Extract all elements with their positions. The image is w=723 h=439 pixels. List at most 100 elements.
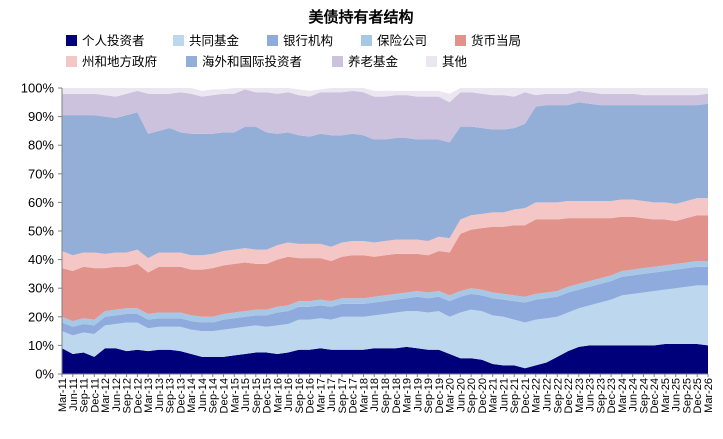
x-tick-label: Sep-13 — [165, 378, 177, 413]
legend-label: 州和地方政府 — [82, 54, 157, 69]
x-tick-label: Mar-22 — [531, 378, 543, 413]
x-tick-label: Sep-17 — [337, 378, 349, 413]
axes: 0%10%20%30%40%50%60%70%80%90%100%Mar-11J… — [21, 81, 715, 414]
area-series — [62, 285, 708, 369]
y-tick-label: 60% — [28, 195, 54, 210]
x-tick-label: Dec-18 — [391, 378, 403, 413]
x-tick-label: Sep-11 — [79, 378, 91, 413]
y-tick-label: 0% — [35, 367, 54, 382]
x-tick-label: Jun-14 — [197, 378, 209, 412]
x-tick-label: Sep-15 — [251, 378, 263, 413]
area-series — [62, 215, 708, 322]
y-tick-label: 100% — [21, 81, 55, 96]
series-areas — [62, 88, 708, 374]
legend-swatch — [426, 56, 437, 67]
x-tick-label: Dec-19 — [434, 378, 446, 413]
legend-label: 其他 — [442, 54, 468, 69]
x-tick-label: Jun-13 — [154, 378, 166, 412]
legend-label: 共同基金 — [189, 33, 240, 48]
x-tick-label: Dec-14 — [219, 378, 231, 413]
legend-label: 银行机构 — [283, 33, 333, 48]
x-tick-label: Dec-20 — [477, 378, 489, 413]
x-tick-label: Mar-21 — [488, 378, 500, 413]
x-tick-label: Mar-26 — [703, 378, 715, 413]
legend-swatch — [332, 56, 343, 67]
x-tick-label: Jun-17 — [326, 378, 338, 412]
x-tick-label: Mar-25 — [660, 378, 672, 413]
x-tick-label: Mar-13 — [143, 378, 155, 413]
legend-label: 海外和国际投资者 — [202, 54, 302, 69]
y-tick-label: 10% — [28, 338, 54, 353]
x-tick-label: Mar-24 — [617, 378, 629, 413]
x-tick-label: Sep-21 — [509, 378, 521, 413]
x-tick-label: Dec-22 — [563, 378, 575, 413]
x-tick-label: Mar-12 — [100, 378, 112, 413]
y-tick-label: 40% — [28, 252, 54, 267]
x-tick-label: Dec-23 — [606, 378, 618, 413]
y-tick-label: 90% — [28, 109, 54, 124]
x-tick-label: Mar-17 — [315, 378, 327, 413]
x-tick-label: Sep-22 — [552, 378, 564, 413]
legend-swatch — [267, 35, 278, 46]
x-tick-label: Sep-12 — [122, 378, 134, 413]
y-tick-label: 80% — [28, 138, 54, 153]
area-series — [62, 89, 708, 143]
x-tick-label: Mar-16 — [272, 378, 284, 413]
x-tick-label: Jun-23 — [585, 378, 597, 412]
x-tick-label: Jun-22 — [542, 378, 554, 412]
x-tick-label: Sep-20 — [466, 378, 478, 413]
x-tick-label: Sep-14 — [208, 378, 220, 413]
x-tick-label: Jun-15 — [240, 378, 252, 412]
x-tick-label: Jun-24 — [628, 378, 640, 412]
chart-title: 美债持有者结构 — [308, 8, 413, 26]
x-tick-label: Jun-18 — [369, 378, 381, 412]
x-tick-label: Jun-20 — [455, 378, 467, 412]
legend-label: 保险公司 — [377, 33, 427, 48]
y-tick-label: 30% — [28, 281, 54, 296]
y-tick-label: 70% — [28, 166, 54, 181]
x-tick-label: Dec-21 — [520, 378, 532, 413]
area-series — [62, 198, 708, 273]
x-tick-label: Sep-16 — [294, 378, 306, 413]
x-tick-label: Dec-16 — [305, 378, 317, 413]
x-tick-label: Jun-16 — [283, 378, 295, 412]
area-series — [62, 88, 708, 103]
x-tick-label: Dec-17 — [348, 378, 360, 413]
legend-label: 养老基金 — [348, 54, 399, 69]
x-tick-label: Mar-18 — [358, 378, 370, 413]
x-tick-label: Sep-23 — [595, 378, 607, 413]
x-tick-label: Jun-12 — [111, 378, 123, 412]
x-tick-label: Jun-21 — [498, 378, 510, 412]
legend-label: 个人投资者 — [82, 33, 145, 48]
x-tick-label: Jun-19 — [412, 378, 424, 412]
x-tick-label: Dec-13 — [175, 378, 187, 413]
x-tick-label: Mar-19 — [402, 378, 414, 413]
x-tick-label: Sep-18 — [380, 378, 392, 413]
x-tick-label: Dec-12 — [132, 378, 144, 413]
legend-swatch — [173, 35, 184, 46]
y-tick-label: 50% — [28, 224, 54, 239]
x-tick-label: Mar-14 — [186, 378, 198, 413]
legend-label: 货币当局 — [471, 33, 521, 48]
x-tick-label: Dec-24 — [649, 378, 661, 413]
x-tick-label: Jun-11 — [68, 378, 80, 411]
x-tick-label: Dec-25 — [692, 378, 704, 413]
x-tick-label: Sep-24 — [638, 378, 650, 413]
area-series — [62, 102, 708, 259]
x-tick-label: Dec-11 — [89, 378, 101, 413]
y-tick-label: 20% — [28, 309, 54, 324]
x-tick-label: Sep-25 — [681, 378, 693, 413]
x-tick-label: Jun-25 — [671, 378, 683, 412]
x-tick-label: Sep-19 — [423, 378, 435, 413]
legend-swatch — [186, 56, 197, 67]
legend-swatch — [361, 35, 372, 46]
legend-swatch — [66, 56, 77, 67]
x-tick-label: Dec-15 — [262, 378, 274, 413]
x-tick-label: Mar-11 — [57, 378, 69, 412]
legend-swatch — [66, 35, 77, 46]
x-tick-label: Mar-23 — [574, 378, 586, 413]
x-tick-label: Mar-20 — [445, 378, 457, 413]
area-series — [62, 343, 708, 374]
